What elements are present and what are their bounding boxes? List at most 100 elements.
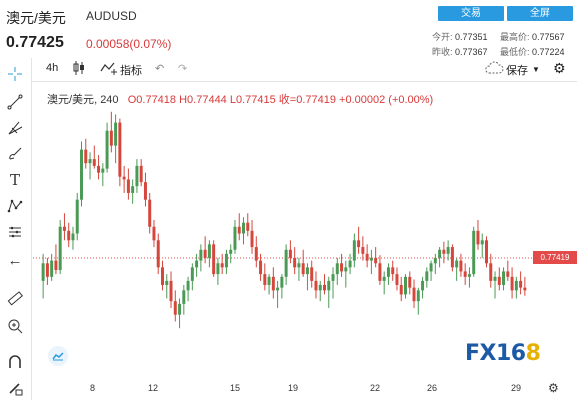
chevron-down-icon[interactable]: ▼	[532, 65, 540, 74]
x-tick-label: 15	[230, 383, 241, 393]
cloud-icon[interactable]	[484, 61, 504, 78]
stat-low: 最低价: 0.77224	[500, 47, 565, 57]
gear-icon[interactable]: ⚙	[553, 60, 566, 76]
candle	[173, 290, 177, 322]
fullscreen-button[interactable]: 全屏	[507, 6, 573, 21]
candle	[259, 253, 263, 281]
redo-icon[interactable]: ↷	[178, 63, 188, 75]
candle	[506, 260, 510, 281]
x-tick-label: 22	[370, 383, 381, 393]
candle-body	[280, 276, 284, 288]
ruler-icon[interactable]	[5, 288, 25, 308]
candle-body	[259, 260, 263, 275]
candle	[476, 220, 480, 250]
back-arrow-icon[interactable]: ←	[7, 251, 23, 269]
chart-settings-gear-icon[interactable]: ⚙	[548, 381, 559, 395]
indicators-button[interactable]: 指标	[120, 65, 142, 77]
candle-body	[92, 159, 96, 166]
save-button[interactable]: 保存	[506, 65, 528, 77]
candle-body	[369, 257, 373, 261]
current-price: 0.77425	[6, 34, 64, 51]
candle-body	[67, 230, 71, 241]
candle-body	[404, 276, 407, 295]
candle-body	[263, 274, 267, 285]
candle-body	[254, 247, 258, 261]
candle-body	[84, 149, 88, 164]
candle-body	[344, 267, 348, 272]
candle	[229, 244, 233, 264]
candle	[429, 260, 433, 281]
candle-body	[139, 165, 143, 183]
trade-button[interactable]: 交易	[438, 6, 504, 21]
brush-icon[interactable]	[5, 144, 25, 164]
candle	[497, 267, 501, 291]
candle-body	[203, 249, 207, 258]
candle-body	[510, 276, 514, 291]
candle	[161, 260, 164, 291]
candle	[178, 298, 182, 329]
candle-body	[374, 257, 378, 264]
candle-body	[195, 260, 199, 268]
candlestick-chart[interactable]	[33, 83, 577, 400]
undo-icon[interactable]: ↶	[155, 63, 165, 75]
candle-body	[207, 244, 211, 258]
candle-body	[301, 263, 305, 275]
candle-body	[502, 271, 506, 285]
candle	[310, 260, 314, 288]
candle	[190, 263, 194, 291]
candle-body	[178, 303, 182, 315]
pattern-icon[interactable]	[5, 196, 25, 216]
measure-icon[interactable]	[5, 222, 25, 242]
candle	[220, 253, 224, 275]
candle-body	[399, 284, 403, 295]
candle-type-icon[interactable]	[72, 60, 86, 79]
candle	[450, 244, 454, 272]
candle-body	[429, 263, 433, 272]
candle-body	[276, 287, 280, 291]
candle	[71, 226, 75, 250]
candle	[88, 152, 92, 180]
candle	[386, 263, 390, 285]
candle-body	[472, 230, 476, 275]
candle	[195, 253, 199, 277]
candle	[148, 192, 152, 234]
candle-body	[220, 263, 224, 268]
zoom-in-icon[interactable]	[5, 316, 25, 336]
candle	[442, 241, 446, 264]
candle-body	[293, 257, 297, 268]
candle-body	[489, 263, 493, 281]
chart-legend: 澳元/美元, 240 O0.77418 H0.77444 L0.77415 收=…	[47, 94, 434, 106]
candle-body	[476, 230, 480, 245]
candle	[92, 145, 96, 169]
candle	[126, 168, 130, 200]
price-change: 0.00058(0.07%)	[86, 37, 172, 51]
price-chart[interactable]: 澳元/美元, 240 O0.77418 H0.77444 L0.77415 收=…	[33, 83, 577, 400]
candle	[365, 244, 369, 268]
candle	[514, 276, 518, 299]
candle-body	[131, 186, 135, 193]
text-icon[interactable]: T	[9, 171, 20, 189]
candle	[50, 253, 54, 281]
crosshair-icon[interactable]	[5, 64, 25, 84]
candle	[519, 271, 523, 295]
candle-body	[433, 257, 437, 264]
candle-body	[114, 122, 118, 146]
magnet-icon[interactable]	[5, 352, 25, 372]
candle-body	[62, 226, 66, 231]
candle-body	[514, 280, 518, 291]
indicators-icon[interactable]	[100, 60, 118, 79]
trendline-icon[interactable]	[5, 92, 25, 112]
candle	[118, 118, 122, 187]
candle	[271, 267, 275, 299]
candle-body	[352, 240, 356, 261]
fork-icon[interactable]	[5, 118, 25, 138]
cloud-logo-icon	[47, 345, 69, 372]
candle-body	[335, 263, 339, 275]
candle-body	[80, 149, 83, 200]
candle-body	[229, 249, 233, 254]
interval-selector[interactable]: 4h	[46, 62, 59, 74]
candle-body	[199, 249, 203, 261]
stat-high: 最高价: 0.77567	[500, 32, 565, 42]
pencil-lock-icon[interactable]	[5, 378, 25, 398]
candle	[139, 159, 143, 187]
